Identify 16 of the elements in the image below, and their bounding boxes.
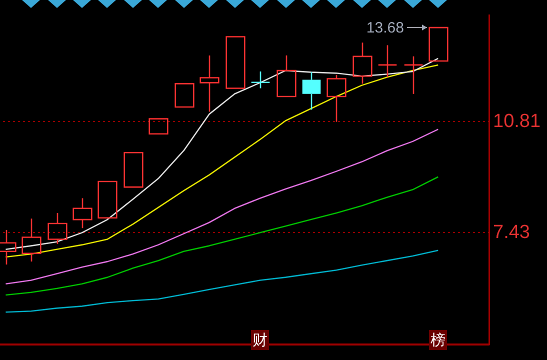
- candlestick: [326, 74, 346, 122]
- annotation: 榜: [429, 330, 448, 350]
- candlestick: [22, 218, 42, 262]
- annotation: 财: [251, 330, 270, 350]
- annotation: 13.68: [366, 20, 404, 37]
- candlestick: [276, 54, 296, 98]
- candlestick: [250, 70, 270, 89]
- candlestick: [352, 42, 372, 84]
- candlestick: [72, 198, 92, 229]
- candlestick: [48, 212, 68, 244]
- candlestick: [378, 44, 398, 78]
- y-tick-label: 10.81: [493, 110, 541, 132]
- y-tick-label: 7.43: [493, 222, 530, 243]
- candlestick: [200, 54, 220, 112]
- candlestick: [404, 56, 424, 94]
- candlestick: [302, 72, 321, 110]
